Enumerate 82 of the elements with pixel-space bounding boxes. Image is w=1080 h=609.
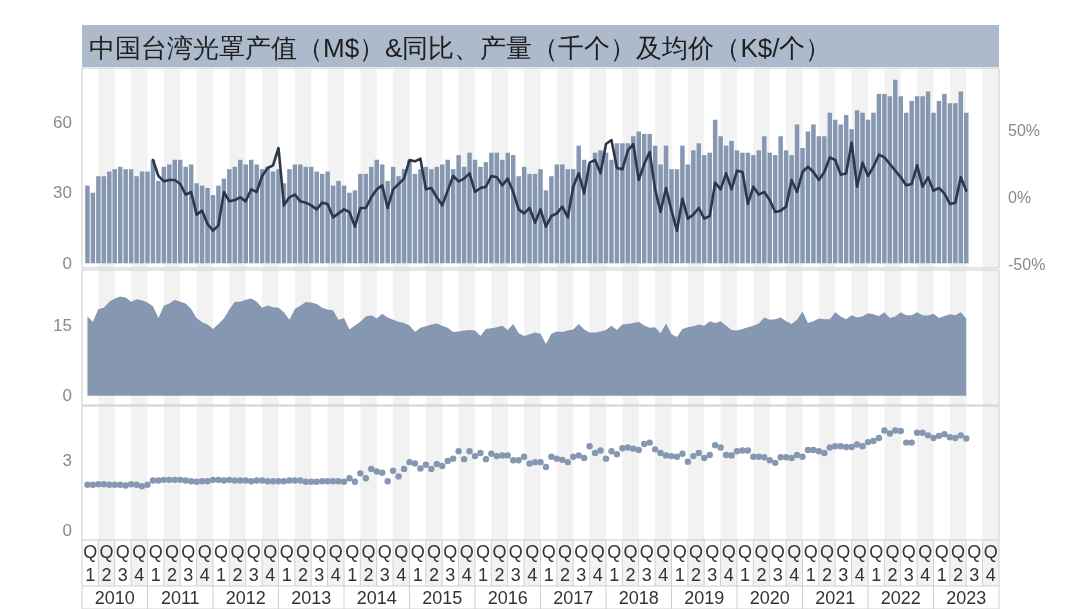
x-tick-label: Q 1 [541, 541, 556, 585]
x-tick-label: Q 2 [164, 541, 179, 585]
y-tick-label: 30 [53, 183, 72, 203]
x-tick-label: Q 4 [983, 541, 998, 585]
x-tick-label: Q 1 [476, 541, 491, 585]
x-tick-label: Q 2 [950, 541, 965, 585]
x-tick-label: Q 1 [869, 541, 884, 585]
y-tick-label: 60 [53, 112, 72, 132]
y-tick-label: 0 [62, 253, 72, 273]
x-tick-label: Q 4 [787, 541, 802, 585]
x-tick-label: Q 3 [115, 541, 130, 585]
x2-tick-label: 2014 [356, 587, 397, 608]
x2-tick-label: 2022 [880, 587, 921, 608]
x-tick-label: Q 2 [819, 541, 834, 585]
x-tick-label: Q 2 [426, 541, 441, 585]
x-tick-label: Q 3 [901, 541, 916, 585]
x2-tick-label: 2023 [946, 587, 987, 608]
x-tick-label: Q 3 [377, 541, 392, 585]
x-tick-label: Q 4 [721, 541, 736, 585]
x-tick-label: Q 3 [443, 541, 458, 585]
x-tick-label: Q 2 [361, 541, 376, 585]
y-tick-label: 0 [62, 521, 72, 541]
x-tick-label: Q 3 [508, 541, 523, 585]
x-tick-label: Q 2 [754, 541, 769, 585]
x-tick-label: Q 4 [394, 541, 409, 585]
x-tick-label: Q 3 [770, 541, 785, 585]
x-tick-label: Q 4 [852, 541, 867, 585]
x2-tick-label: 2020 [749, 587, 790, 608]
x-tick-label: Q 4 [656, 541, 671, 585]
x2-tick-label: 2021 [815, 587, 856, 608]
x-tick-label: Q 3 [246, 541, 261, 585]
y-tick-label: 3 [62, 451, 72, 471]
x-tick-label: Q 3 [967, 541, 982, 585]
y-tick-label: 15 [53, 316, 72, 336]
x-tick-label: Q 4 [197, 541, 212, 585]
x2-tick-label: 2011 [160, 587, 200, 608]
x-tick-label: Q 2 [99, 541, 114, 585]
x2-tick-label: 2010 [94, 587, 135, 608]
x-tick-label: Q 4 [263, 541, 278, 585]
x2-tick-label: 2018 [618, 587, 659, 608]
x-tick-label: Q 1 [83, 541, 98, 585]
x-tick-label: Q 3 [181, 541, 196, 585]
x-tick-label: Q 1 [738, 541, 753, 585]
x-tick-label: Q 4 [459, 541, 474, 585]
x-tick-label: Q 3 [312, 541, 327, 585]
x-tick-label: Q 1 [803, 541, 818, 585]
x-tick-label: Q 4 [525, 541, 540, 585]
x-tick-label: Q 3 [639, 541, 654, 585]
x-tick-label: Q 4 [590, 541, 605, 585]
x-tick-label: Q 1 [345, 541, 360, 585]
x2-tick-label: 2019 [684, 587, 725, 608]
x-tick-label: Q 4 [918, 541, 933, 585]
y2-tick-label: -50% [1008, 255, 1046, 273]
x-tick-label: Q 1 [279, 541, 294, 585]
x-tick-label: Q 2 [623, 541, 638, 585]
x-tick-label: Q 1 [410, 541, 425, 585]
y2-tick-label: 0% [1008, 188, 1032, 206]
y2-tick-label: 50% [1008, 122, 1041, 140]
x-tick-label: Q 2 [230, 541, 245, 585]
x-tick-label: Q 3 [836, 541, 851, 585]
x-tick-label: Q 1 [607, 541, 622, 585]
x-tick-label: Q 1 [672, 541, 687, 585]
x-tick-label: Q 4 [132, 541, 147, 585]
x-tick-label: Q 2 [885, 541, 900, 585]
x-tick-label: Q 2 [295, 541, 310, 585]
x-tick-label: Q 1 [148, 541, 163, 585]
x-tick-label: Q 4 [328, 541, 343, 585]
x2-tick-label: 2013 [291, 587, 332, 608]
x2-tick-label: 2012 [225, 587, 266, 608]
x-tick-label: Q 1 [934, 541, 949, 585]
x2-tick-label: 2017 [553, 587, 594, 608]
x-tick-label: Q 2 [492, 541, 507, 585]
x-tick-label: Q 2 [688, 541, 703, 585]
x-tick-label: Q 1 [214, 541, 229, 585]
y-tick-label: 0 [62, 386, 72, 406]
line-series [151, 138, 968, 232]
x-tick-label: Q 2 [557, 541, 572, 585]
x2-tick-label: 2016 [487, 587, 528, 608]
x2-tick-label: 2015 [422, 587, 463, 608]
x-tick-label: Q 3 [705, 541, 720, 585]
x-tick-label: Q 3 [574, 541, 589, 585]
chart-title: 中国台湾光罩产值（M$）&同比、产量（千个）及均价（K$/个） [89, 32, 832, 63]
